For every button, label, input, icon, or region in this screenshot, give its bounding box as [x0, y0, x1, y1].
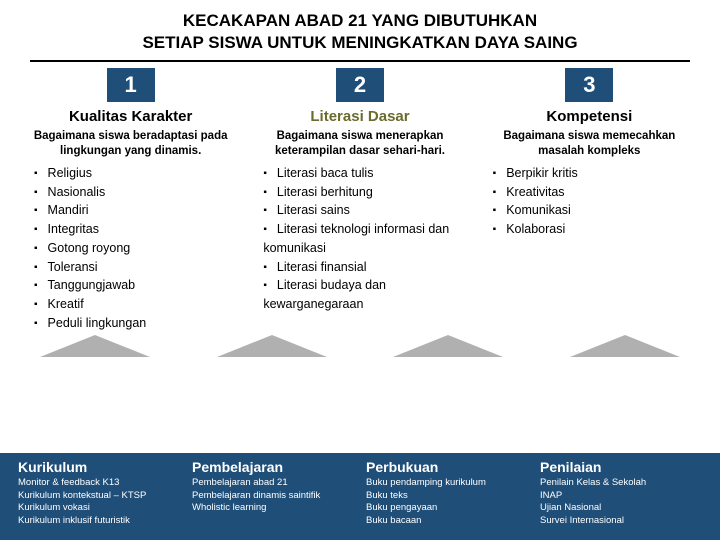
arrow-up-icon: [217, 335, 327, 357]
footer-list: Buku pendamping kurikulumBuku teksBuku p…: [366, 477, 528, 528]
column-3-desc: Bagaimana siswa memecahkan masalah kompl…: [479, 129, 700, 158]
footer-col-perbukuan: Perbukuan Buku pendamping kurikulumBuku …: [366, 459, 528, 528]
column-1-number: 1: [107, 68, 155, 102]
title-line2: SETIAP SISWA UNTUK MENINGKATKAN DAYA SAI…: [142, 33, 577, 52]
list-item: Pembelajaran abad 21: [192, 477, 354, 490]
list-item: Buku bacaan: [366, 515, 528, 528]
list-item: Tanggungjawab: [34, 276, 237, 295]
arrow-up-icon: [393, 335, 503, 357]
list-item: Literasi sains: [263, 201, 466, 220]
column-3-title: Kompetensi: [546, 108, 632, 125]
footer-title: Pembelajaran: [192, 459, 354, 475]
column-3-number: 3: [565, 68, 613, 102]
list-item: Religius: [34, 164, 237, 183]
column-2: 2 Literasi Dasar Bagaimana siswa menerap…: [249, 68, 470, 333]
column-1: 1 Kualitas Karakter Bagaimana siswa bera…: [20, 68, 241, 333]
footer-col-kurikulum: Kurikulum Monitor & feedback K13Kurikulu…: [18, 459, 180, 528]
list-item: Mandiri: [34, 201, 237, 220]
list-item: Literasi finansial: [263, 258, 466, 277]
footer-title: Kurikulum: [18, 459, 180, 475]
page-title: KECAKAPAN ABAD 21 YANG DIBUTUHKAN SETIAP…: [0, 0, 720, 60]
list-item: Monitor & feedback K13: [18, 477, 180, 490]
footer-title: Perbukuan: [366, 459, 528, 475]
footer-col-pembelajaran: Pembelajaran Pembelajaran abad 21Pembela…: [192, 459, 354, 528]
title-line1: KECAKAPAN ABAD 21 YANG DIBUTUHKAN: [183, 11, 537, 30]
list-item: Komunikasi: [493, 201, 696, 220]
list-item: Kreativitas: [493, 183, 696, 202]
list-item: Pembelajaran dinamis saintifik: [192, 490, 354, 503]
footer-list: Pembelajaran abad 21Pembelajaran dinamis…: [192, 477, 354, 515]
column-2-title: Literasi Dasar: [310, 108, 409, 125]
footer-list: Monitor & feedback K13Kurikulum kontekst…: [18, 477, 180, 528]
footer-title: Penilaian: [540, 459, 702, 475]
list-item: Literasi teknologi informasi dan komunik…: [263, 220, 466, 258]
list-item: Kurikulum vokasi: [18, 502, 180, 515]
column-2-desc: Bagaimana siswa menerapkan keterampilan …: [249, 129, 470, 158]
column-1-desc: Bagaimana siswa beradaptasi pada lingkun…: [20, 129, 241, 158]
list-item: Buku pengayaan: [366, 502, 528, 515]
list-item: Ujian Nasional: [540, 502, 702, 515]
column-1-list: ReligiusNasionalisMandiriIntegritasGoton…: [20, 164, 241, 333]
column-1-title: Kualitas Karakter: [69, 108, 192, 125]
footer-list: Penilain Kelas & SekolahINAPUjian Nasion…: [540, 477, 702, 528]
column-3-list: Berpikir kritisKreativitasKomunikasiKola…: [479, 164, 700, 239]
list-item: Literasi baca tulis: [263, 164, 466, 183]
column-2-number: 2: [336, 68, 384, 102]
footer-banner: Kurikulum Monitor & feedback K13Kurikulu…: [0, 453, 720, 540]
list-item: Gotong royong: [34, 239, 237, 258]
list-item: Wholistic learning: [192, 502, 354, 515]
list-item: Kreatif: [34, 295, 237, 314]
list-item: INAP: [540, 490, 702, 503]
list-item: Kolaborasi: [493, 220, 696, 239]
arrow-up-icon: [570, 335, 680, 357]
list-item: Buku pendamping kurikulum: [366, 477, 528, 490]
list-item: Kurikulum inklusif futuristik: [18, 515, 180, 528]
list-item: Nasionalis: [34, 183, 237, 202]
footer-col-penilaian: Penilaian Penilain Kelas & SekolahINAPUj…: [540, 459, 702, 528]
list-item: Penilain Kelas & Sekolah: [540, 477, 702, 490]
column-3: 3 Kompetensi Bagaimana siswa memecahkan …: [479, 68, 700, 333]
list-item: Literasi berhitung: [263, 183, 466, 202]
list-item: Berpikir kritis: [493, 164, 696, 183]
arrows-row: [0, 333, 720, 357]
list-item: Literasi budaya dan kewarganegaraan: [263, 276, 466, 314]
column-2-list: Literasi baca tulisLiterasi berhitungLit…: [249, 164, 470, 314]
columns-container: 1 Kualitas Karakter Bagaimana siswa bera…: [0, 68, 720, 333]
list-item: Buku teks: [366, 490, 528, 503]
list-item: Kurikulum kontekstual – KTSP: [18, 490, 180, 503]
arrow-up-icon: [40, 335, 150, 357]
list-item: Toleransi: [34, 258, 237, 277]
list-item: Survei Internasional: [540, 515, 702, 528]
list-item: Peduli lingkungan: [34, 314, 237, 333]
list-item: Integritas: [34, 220, 237, 239]
title-divider: [30, 60, 690, 62]
